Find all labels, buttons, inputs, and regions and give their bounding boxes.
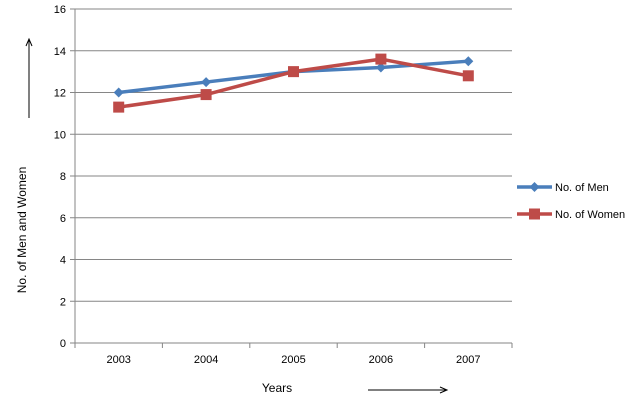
y-tick-label: 4 <box>60 255 66 267</box>
x-axis-ticks: 2003 2004 2005 2006 2007 <box>74 343 513 366</box>
x-tick-label: 2003 <box>106 354 130 366</box>
y-axis-arrow <box>25 37 33 118</box>
y-tick-label: 16 <box>54 4 66 16</box>
y-axis-title: No. of Men and Women <box>15 167 29 294</box>
legend: No. of Men No. of Women <box>517 182 625 221</box>
x-tick-label: 2007 <box>456 354 480 366</box>
legend-label: No. of Men <box>555 182 609 194</box>
legend-item: No. of Men <box>517 182 609 194</box>
legend-item: No. of Women <box>517 208 625 221</box>
data-point <box>375 53 387 65</box>
y-tick-label: 6 <box>60 213 66 225</box>
x-tick-label: 2006 <box>369 354 393 366</box>
y-tick-label: 2 <box>60 296 66 308</box>
data-point <box>113 87 124 98</box>
y-tick-label: 10 <box>54 129 66 141</box>
y-tick-label: 8 <box>60 171 66 183</box>
series-women <box>113 53 474 113</box>
y-tick-label: 14 <box>54 46 66 58</box>
data-point <box>201 77 212 88</box>
data-point <box>200 89 212 101</box>
data-point <box>375 62 386 73</box>
legend-marker <box>529 208 540 220</box>
x-tick-label: 2004 <box>194 354 218 366</box>
data-point <box>113 101 125 113</box>
data-point <box>288 66 299 78</box>
data-point <box>463 56 474 67</box>
series-group <box>113 53 474 113</box>
x-axis-title: Years <box>262 381 292 395</box>
y-tick-label: 12 <box>54 88 66 100</box>
x-axis-arrow <box>368 386 449 394</box>
y-tick-label: 0 <box>60 338 66 350</box>
legend-marker <box>529 182 540 192</box>
y-axis-ticks: 0 2 4 6 8 10 12 14 16 <box>54 4 75 350</box>
gridlines <box>75 8 512 302</box>
data-point <box>462 70 474 82</box>
x-tick-label: 2005 <box>281 354 305 366</box>
legend-label: No. of Women <box>555 209 625 221</box>
